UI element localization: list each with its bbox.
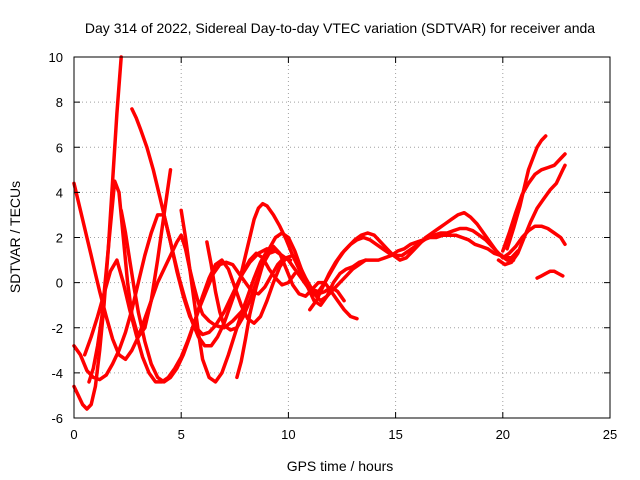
- y-tick-label: 2: [56, 231, 63, 246]
- x-tick-label: 0: [70, 427, 77, 442]
- series-arc-6: [130, 107, 297, 348]
- x-tick-label: 10: [281, 427, 295, 442]
- series-arc-5: [87, 168, 173, 384]
- series-arc-1: [72, 181, 248, 362]
- y-tick-label: 0: [56, 276, 63, 291]
- series-arc-14: [501, 152, 567, 253]
- series-layer: [72, 55, 567, 411]
- series-arc-10: [235, 233, 516, 380]
- series-arc-16: [535, 269, 565, 280]
- series-arc-15: [505, 134, 548, 251]
- y-axis-label: SDTVAR / TECUs: [7, 181, 23, 293]
- y-tick-label: 10: [49, 50, 63, 65]
- axis-ticks: 0 5 10 15 20 25 -6 -4 -2 0 2 4 6 8 10: [49, 50, 618, 442]
- x-tick-label: 15: [388, 427, 402, 442]
- x-tick-label: 25: [603, 427, 617, 442]
- chart-title: Day 314 of 2022, Sidereal Day-to-day VTE…: [85, 20, 595, 36]
- y-tick-label: 4: [56, 185, 63, 200]
- x-tick-label: 5: [178, 427, 185, 442]
- y-tick-label: 8: [56, 95, 63, 110]
- grid-lines: [74, 57, 610, 418]
- series-arc-13: [496, 163, 567, 267]
- y-tick-label: -6: [51, 411, 63, 426]
- x-axis-label: GPS time / hours: [287, 458, 394, 474]
- x-tick-label: 20: [496, 427, 510, 442]
- series-arc-11: [239, 201, 520, 294]
- series-arc-4: [72, 55, 123, 411]
- y-tick-label: -2: [51, 321, 63, 336]
- y-tick-label: -4: [51, 366, 63, 381]
- y-tick-label: 6: [56, 140, 63, 155]
